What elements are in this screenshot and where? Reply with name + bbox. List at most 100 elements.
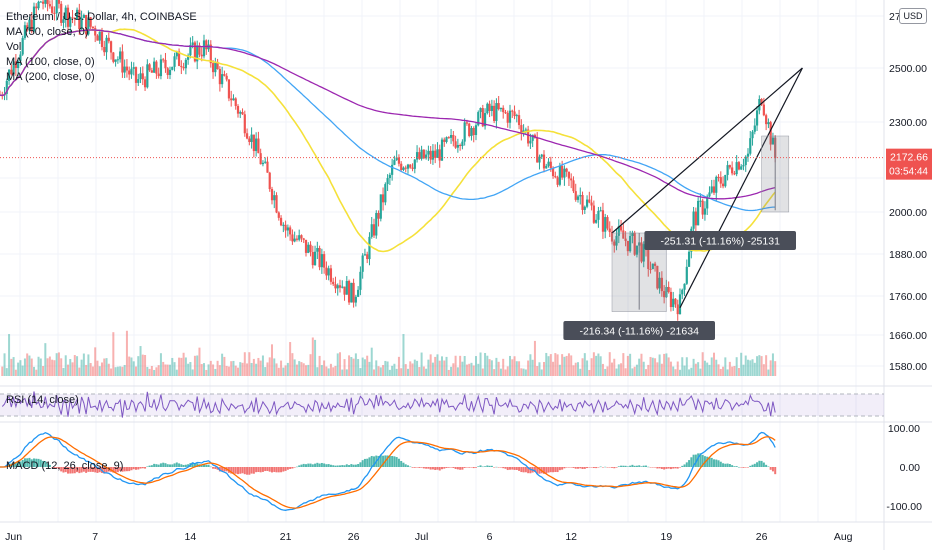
legend-ma50[interactable]: MA (50, close, 0)	[6, 26, 89, 38]
candle-body	[236, 106, 240, 114]
macd-hist-bar	[567, 467, 570, 468]
volume-bar	[554, 353, 557, 376]
volume-bar	[765, 355, 768, 376]
candle-body	[755, 110, 759, 126]
macd-hist-bar	[681, 465, 684, 467]
volume-bar	[490, 360, 493, 376]
candle-body	[431, 150, 435, 160]
candle-body	[386, 178, 389, 185]
volume-bar	[341, 369, 344, 376]
macd-hist-bar	[250, 467, 253, 474]
candle-body	[223, 74, 226, 76]
candle-body	[82, 15, 85, 18]
volume-bar	[561, 354, 564, 376]
macd-hist-bar	[620, 465, 623, 467]
macd-hist-bar	[82, 467, 85, 472]
macd-hist-bar	[334, 465, 337, 467]
macd-hist-bar	[323, 463, 326, 467]
volume-bar	[243, 352, 246, 376]
macd-hist-bar	[98, 467, 101, 473]
candle-body	[604, 217, 607, 232]
macd-hist-bar	[493, 467, 496, 468]
candle-body	[227, 79, 231, 99]
volume-bar	[756, 356, 759, 376]
volume-bar	[214, 368, 217, 376]
candle-body	[53, 12, 56, 14]
volume-bar	[166, 364, 169, 376]
macd-hist-bar	[481, 466, 484, 468]
volume-bar	[60, 358, 63, 376]
macd-hist-bar	[654, 467, 657, 468]
volume-bar	[726, 369, 729, 376]
macd-hist-bar	[404, 464, 407, 467]
macd-hist-bar	[382, 455, 385, 467]
volume-bar	[572, 365, 575, 376]
date-tick-label: Aug	[834, 531, 853, 543]
macd-hist-bar	[237, 467, 239, 475]
macd-hist-bar	[631, 464, 634, 467]
macd-hist-bar	[46, 463, 49, 467]
legend-vol[interactable]: Vol	[6, 41, 22, 53]
wedge-upper-line	[611, 67, 803, 234]
volume-bar	[431, 362, 434, 376]
volume-bar	[762, 364, 765, 376]
volume-bar	[141, 354, 144, 376]
macd-hist-bar	[529, 467, 532, 474]
candle-body	[703, 208, 707, 215]
candle-body	[474, 125, 478, 136]
legend-ma200[interactable]: MA (200, close, 0)	[6, 71, 95, 83]
macd-hist-bar	[298, 465, 301, 467]
rsi-label[interactable]: RSI (14, close)	[6, 394, 79, 406]
volume-bar	[710, 357, 713, 376]
volume-bar	[461, 361, 464, 376]
volume-bar	[139, 346, 142, 376]
currency-button[interactable]: USD	[899, 8, 927, 24]
macd-hist-bar	[697, 453, 700, 467]
volume-bar	[361, 357, 364, 376]
volume-bar	[656, 362, 659, 376]
candle-body	[318, 248, 321, 268]
volume-bar	[694, 363, 697, 376]
volume-bar	[305, 365, 307, 376]
legend-ma100[interactable]: MA (100, close, 0)	[6, 56, 95, 68]
candle-body	[87, 17, 90, 35]
macd-hist-bar	[731, 465, 734, 467]
candle-body	[239, 112, 242, 114]
volume-bar	[33, 366, 35, 376]
macd-hist-bar	[361, 460, 364, 467]
macd-hist-bar	[570, 467, 573, 468]
macd-hist-bar	[53, 467, 56, 469]
macd-hist-bar	[352, 464, 355, 467]
volume-bar	[409, 361, 412, 376]
candle-body	[542, 154, 546, 169]
last-price-label: 2172.66	[890, 152, 928, 164]
macd-hist-bar	[103, 467, 106, 474]
macd-hist-bar	[363, 458, 366, 467]
volume-bar	[78, 367, 81, 376]
macd-hist-bar	[561, 467, 564, 470]
macd-hist-bar	[289, 467, 292, 469]
volume-bar	[196, 355, 199, 376]
candle-body	[511, 110, 514, 112]
candle-body	[266, 161, 269, 173]
volume-bar	[87, 354, 90, 376]
symbol-title[interactable]: Ethereum / U.S. Dollar, 4h, COINBASE	[6, 11, 197, 23]
macd-label[interactable]: MACD (12, 26, close, 9)	[6, 460, 124, 472]
volume-bar	[180, 357, 183, 376]
volume-bar	[477, 363, 480, 376]
candle-body	[341, 286, 344, 288]
volume-bar	[742, 364, 745, 376]
macd-hist-bar	[649, 467, 652, 468]
candle-body	[153, 61, 156, 73]
volume-bar	[368, 361, 371, 376]
volume-bar	[583, 353, 586, 376]
candle-body	[19, 54, 22, 62]
candle-body	[397, 157, 401, 164]
volume-bar	[62, 368, 65, 376]
volume-bar	[350, 356, 353, 376]
volume-bar	[713, 352, 715, 376]
candle-body	[164, 59, 167, 69]
candle-body	[345, 280, 348, 295]
